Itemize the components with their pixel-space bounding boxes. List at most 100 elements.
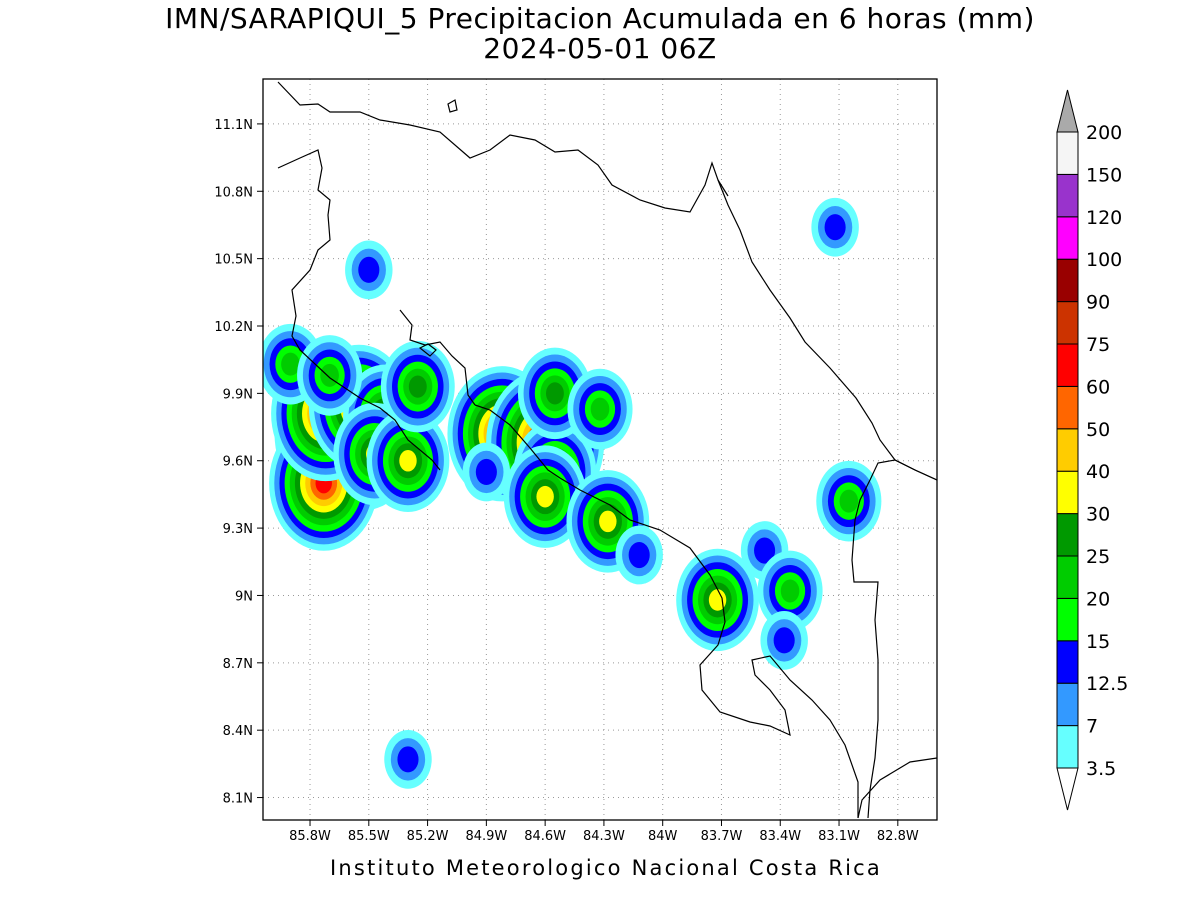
precip-cell [816,460,882,542]
tick-label-lon: 84.6W [524,829,566,844]
panama-coast-south [857,757,937,819]
colorbar-box [1056,343,1079,387]
precip-contour [320,363,339,387]
tick-label-lon: 84W [648,829,678,844]
colorbar-label: 30 [1086,504,1110,526]
colorbar-box [1056,258,1079,303]
colorbar-label: 200 [1086,122,1122,144]
map-subtitle-datetime: 2024-05-01 06Z [483,32,717,65]
colorbar-box [1056,513,1079,557]
precip-cell [757,550,823,632]
tick-label-lat: 9N [235,589,253,604]
colorbar-box [1056,640,1079,684]
colorbar-label: 3.5 [1086,758,1116,780]
colorbar-label: 120 [1086,207,1122,229]
precip-cell [462,442,511,502]
precip-contour [708,589,727,611]
tick-label-lon: 84.3W [583,829,625,844]
colorbar-label: 20 [1086,588,1110,610]
tick-label-lon: 82.8W [877,829,919,844]
precip-contour [536,485,554,508]
precip-cell [380,340,455,433]
colorbar-box [1056,555,1079,599]
precipitation-field [263,197,882,789]
axis-ticks: 85.8W 85.5W 85.2W 84.9W 84.6W 84.3W 84W 83.7W 83… [214,118,919,844]
precip-contour [358,256,380,283]
precip-contour [824,214,846,241]
tick-label-lon: 85.8W [289,829,331,844]
precip-contour [545,382,564,405]
colorbar-label: 100 [1086,249,1122,271]
colorbar-label: 90 [1086,292,1110,314]
tick-label-lat: 10.5N [214,253,253,268]
island-small [447,99,458,113]
colorbar-box [1056,216,1079,260]
precip-cell [676,548,759,652]
precip-contour [399,449,417,472]
tick-label-lon: 84.9W [465,829,507,844]
gulf-nicoya-coast [399,309,476,406]
colorbar-box [1056,301,1079,345]
tick-label-lat: 9.3N [223,522,253,537]
precip-contour [839,489,859,513]
map-title: IMN/SARAPIQUI_5 Precipitacion Acumulada … [165,2,1035,35]
colorbar-label: 60 [1086,376,1110,398]
map-frame [262,78,938,821]
colorbar-label: 150 [1086,164,1122,186]
nicoya-coast [277,149,441,471]
footer-credit: Instituto Meteorologico Nacional Costa R… [330,856,882,880]
colorbar-label: 40 [1086,461,1110,483]
colorbar-over-arrow [1056,89,1079,133]
tick-label-lat: 9.6N [223,455,253,470]
tick-label-lat: 10.8N [214,185,253,200]
colorbar-label: 25 [1086,546,1110,568]
precip-contour [599,510,617,533]
tick-label-lat: 8.7N [223,657,253,672]
precip-contour [754,537,776,564]
island-nicoya [418,343,437,357]
colorbar-box [1056,470,1079,515]
precip-contour [590,397,610,421]
tick-label-lat: 11.1N [214,118,253,133]
tick-label-lon: 83.4W [759,829,801,844]
precip-cell [297,335,363,416]
colorbar-box [1056,725,1079,769]
precip-contour [408,375,427,398]
coastline-north [277,81,729,213]
precip-cell [760,610,808,670]
panama-border [851,459,937,819]
colorbar-label: 15 [1086,631,1110,653]
precip-contour [773,627,795,654]
precip-cell [567,368,633,450]
colorbar-label: 50 [1086,419,1110,441]
colorbar-box [1056,173,1079,218]
colorbar-label: 75 [1086,334,1110,356]
tick-label-lon: 83.7W [701,829,743,844]
colorbar-box [1056,385,1079,430]
colorbar-label: 7 [1086,716,1098,738]
colorbar-box [1056,597,1079,642]
coastline-caribbean [717,179,937,481]
precip-contour [628,541,650,569]
tick-label-lat: 8.4N [223,724,253,739]
colorbar-label: 12.5 [1086,673,1128,695]
colorbar-box [1056,131,1079,175]
central-pacific-coast [474,404,859,818]
tick-label-lon: 85.2W [407,829,449,844]
tick-label-lat: 10.2N [214,320,253,335]
colorbar-box [1056,428,1079,472]
coastlines-borders [277,81,937,819]
tick-label-lat: 8.1N [223,792,253,807]
precip-cell [615,525,663,585]
precip-contour [397,746,419,773]
precip-contour [475,458,497,486]
precip-contour [281,352,300,376]
colorbar: 3.5 7 12.5 15 20 25 30 40 50 60 75 90 100 120 150 200 [1056,89,1128,811]
colorbar-box [1056,682,1079,727]
colorbar-under-arrow [1056,767,1079,811]
tick-label-lon: 85.5W [348,829,390,844]
precip-contour [780,579,800,603]
precip-cell [384,729,432,789]
precip-cell [345,240,393,300]
